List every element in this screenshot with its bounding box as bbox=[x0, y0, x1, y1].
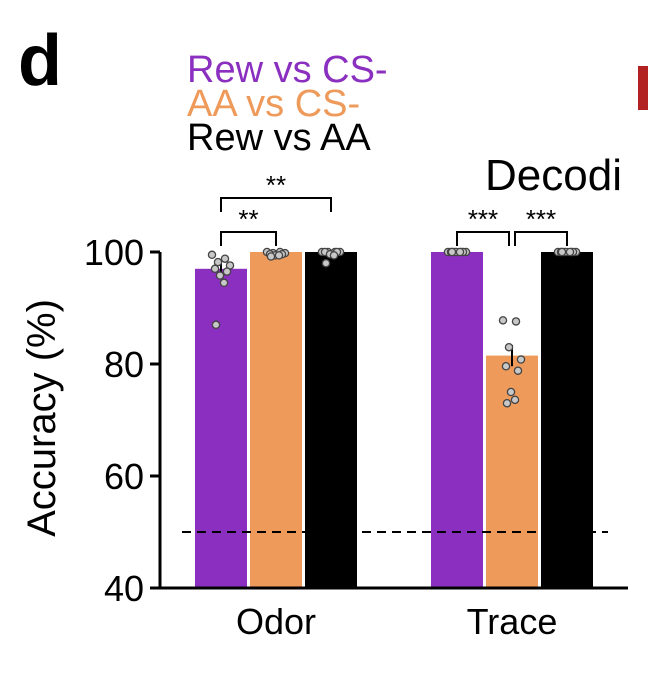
significance-label: *** bbox=[468, 204, 498, 234]
significance-label: ** bbox=[266, 170, 286, 200]
data-point bbox=[222, 267, 232, 276]
data-point bbox=[274, 251, 284, 260]
data-point bbox=[502, 398, 512, 408]
data-point bbox=[219, 278, 229, 288]
significance-bracket bbox=[220, 231, 277, 246]
data-point bbox=[220, 254, 230, 263]
bar bbox=[195, 268, 247, 588]
data-point bbox=[210, 264, 220, 274]
chart-title: Decodi bbox=[485, 151, 622, 200]
legend-entry: Rew vs AA bbox=[187, 117, 371, 159]
data-point bbox=[504, 342, 514, 352]
data-point bbox=[329, 251, 339, 260]
bar bbox=[431, 252, 483, 588]
data-point bbox=[207, 250, 217, 260]
significance-bracket bbox=[456, 231, 510, 246]
legend: Rew vs CS-AA vs CS-Rew vs AA bbox=[187, 49, 388, 159]
significance-bracket bbox=[220, 197, 332, 212]
data-point bbox=[565, 247, 575, 257]
significance-label: *** bbox=[526, 204, 556, 234]
significance-bracket bbox=[514, 231, 568, 246]
legend-entry: Rew vs CS- bbox=[187, 49, 388, 91]
data-point bbox=[501, 361, 511, 371]
data-point bbox=[510, 395, 520, 405]
data-point bbox=[511, 317, 521, 326]
partial-panel-mark bbox=[638, 66, 648, 110]
panel-label: d bbox=[18, 21, 62, 101]
data-point bbox=[455, 247, 465, 257]
data-point bbox=[557, 247, 567, 257]
y-tick-label: 80 bbox=[104, 344, 144, 385]
y-tick-label: 60 bbox=[104, 456, 144, 497]
data-point bbox=[211, 320, 221, 330]
y-axis-label: Accuracy (%) bbox=[20, 299, 64, 537]
significance-label: ** bbox=[238, 204, 258, 234]
data-point bbox=[506, 387, 516, 397]
y-tick-label: 40 bbox=[104, 568, 144, 609]
data-point bbox=[321, 258, 331, 268]
x-tick-label: Odor bbox=[236, 601, 316, 642]
y-tick-label: 100 bbox=[84, 232, 144, 273]
legend-entry: AA vs CS- bbox=[187, 83, 360, 125]
data-point bbox=[498, 316, 508, 325]
bar bbox=[305, 252, 357, 588]
data-point bbox=[266, 252, 276, 261]
data-point bbox=[213, 257, 223, 267]
bar bbox=[541, 252, 593, 588]
x-tick-label: Trace bbox=[467, 601, 558, 642]
data-point bbox=[516, 355, 526, 364]
data-point bbox=[215, 271, 225, 280]
data-point bbox=[513, 366, 523, 375]
data-point bbox=[447, 247, 457, 257]
bar bbox=[250, 252, 302, 588]
